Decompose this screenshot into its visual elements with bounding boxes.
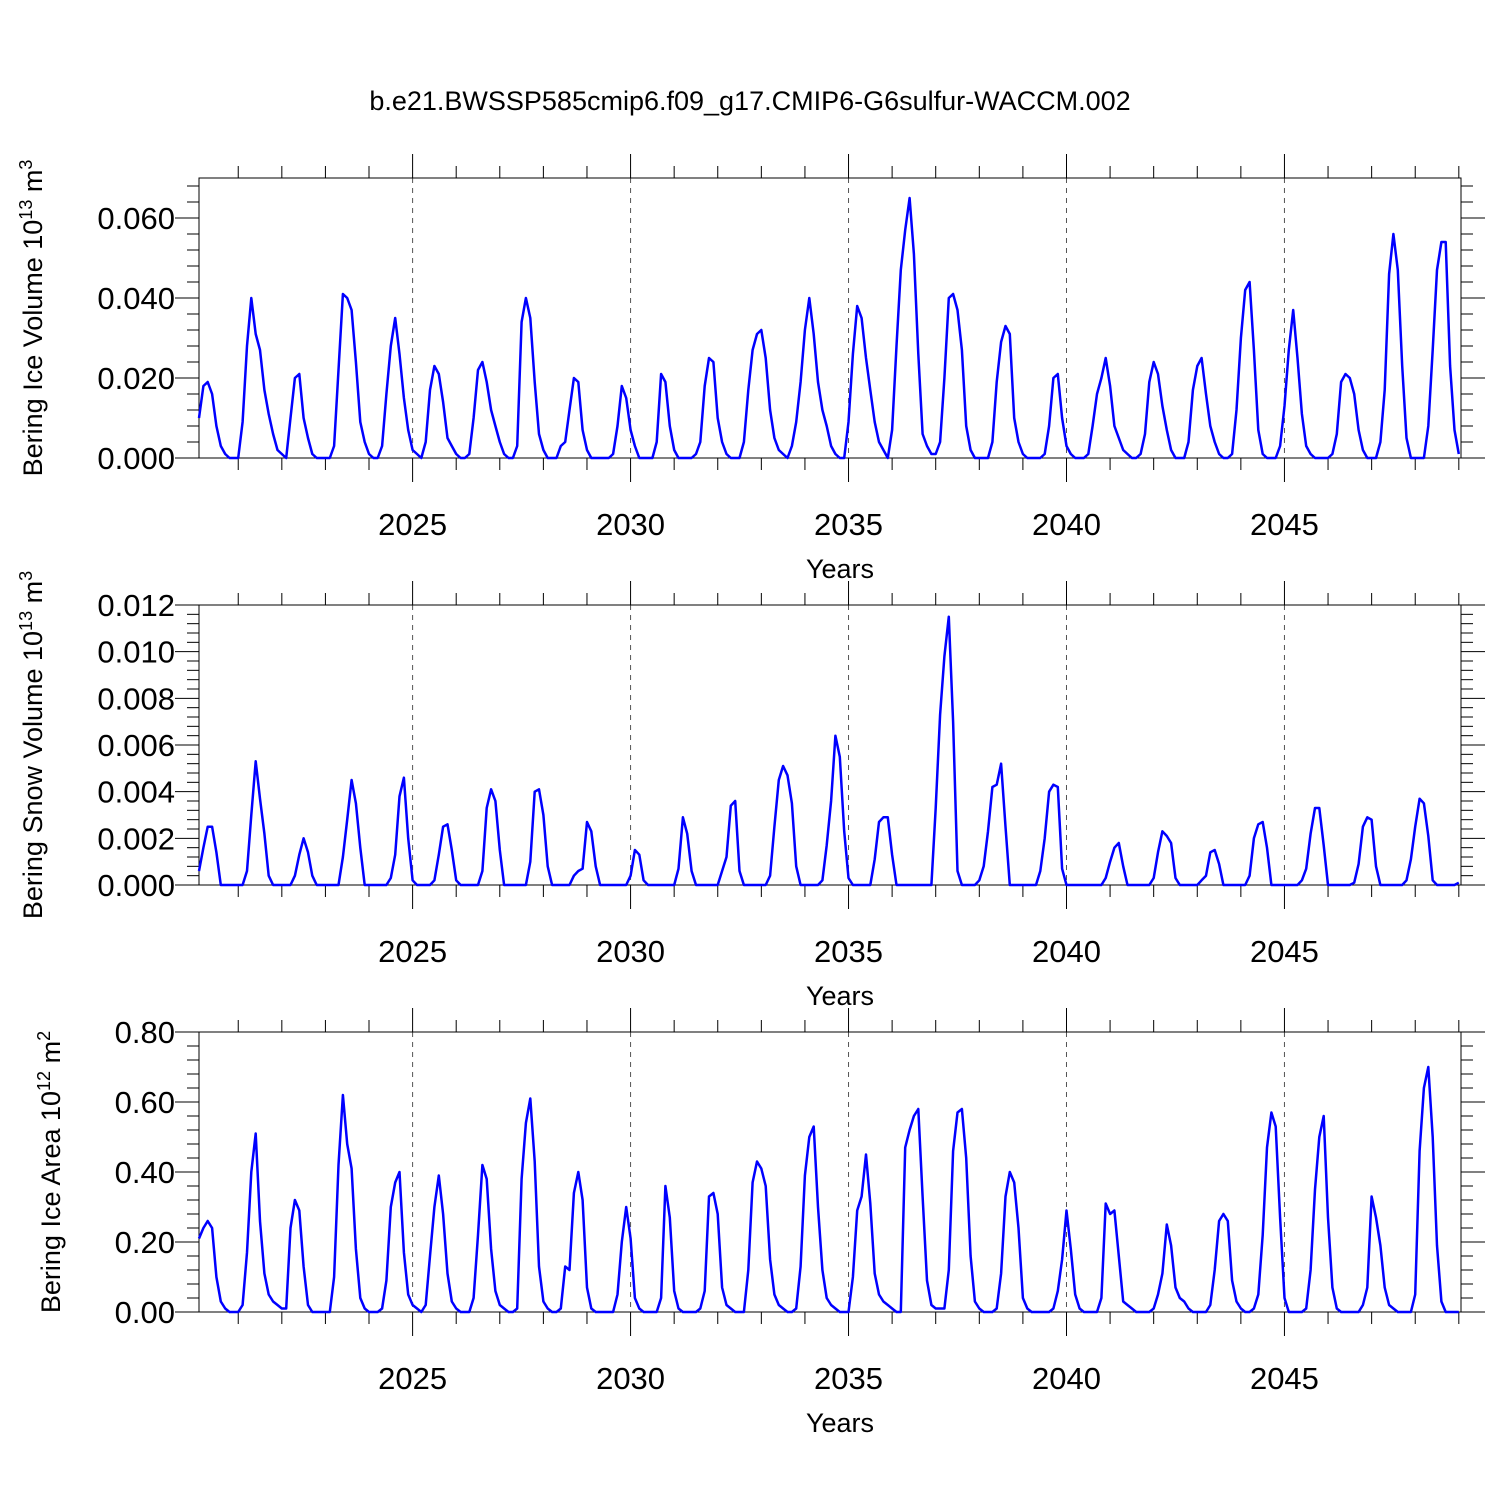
y-axis-label: Bering Ice Volume 1013 m3	[16, 160, 48, 477]
x-tick-label: 2040	[1032, 934, 1101, 969]
y-axis-label-part: m	[36, 1041, 66, 1071]
y-axis-label-exponent: 3	[16, 160, 36, 170]
chart-panel-2: 2025 2030 2035 2040 2045 0.000 0.002 0.004 0.006…	[16, 571, 1485, 1011]
x-tick-label: 2040	[1032, 507, 1101, 542]
y-tick-label: 0.000	[97, 868, 175, 903]
y-tick-label: 0.040	[97, 281, 175, 316]
y-axis-label-exponent: 2	[34, 1031, 54, 1041]
y-axis-label-part: Bering Ice Area 10	[36, 1091, 66, 1313]
x-axis-label: Years	[806, 554, 874, 584]
y-axis-label-exponent: 13	[16, 611, 36, 631]
x-axis-label: Years	[806, 1408, 874, 1438]
x-tick-label: 2025	[378, 507, 447, 542]
y-axis-label: Bering Snow Volume 1013 m3	[16, 571, 48, 919]
plot-frame	[198, 604, 1462, 886]
y-tick-label: 0.60	[115, 1085, 175, 1120]
y-tick-label: 0.40	[115, 1155, 175, 1190]
x-tick-label: 2035	[814, 507, 883, 542]
x-tick-label: 2030	[596, 1361, 665, 1396]
x-tick-label: 2040	[1032, 1361, 1101, 1396]
y-axis-label-part: Bering Ice Volume 10	[18, 220, 48, 477]
series-line	[197, 1065, 1459, 1314]
plot-frame	[198, 177, 1462, 459]
y-tick-label: 0.012	[97, 588, 175, 623]
y-tick-label: 0.002	[97, 821, 175, 856]
y-axis-label-part: m	[18, 581, 48, 611]
x-tick-label: 2035	[814, 1361, 883, 1396]
y-tick-label: 0.006	[97, 728, 175, 763]
series-line	[197, 615, 1460, 887]
y-tick-label: 0.000	[97, 441, 175, 476]
y-axis-label-exponent: 3	[16, 571, 36, 581]
chart-panel-3: 2025 2030 2035 2040 2045 0.00 0.20 0.40 0.60 0.80…	[34, 1008, 1485, 1438]
x-axis-label: Years	[806, 981, 874, 1011]
x-tick-label: 2025	[378, 1361, 447, 1396]
x-tick-label: 2025	[378, 934, 447, 969]
y-axis-label-part: Bering Snow Volume 10	[18, 631, 48, 919]
x-tick-label: 2045	[1250, 507, 1319, 542]
y-tick-label: 0.008	[97, 681, 175, 716]
plot-frame	[198, 1031, 1462, 1313]
y-axis-label: Bering Ice Area 1012 m2	[34, 1031, 66, 1313]
y-tick-label: 0.004	[97, 775, 175, 810]
x-tick-label: 2035	[814, 934, 883, 969]
x-tick-label: 2045	[1250, 934, 1319, 969]
y-tick-label: 0.060	[97, 201, 175, 236]
y-tick-label: 0.020	[97, 361, 175, 396]
x-tick-label: 2030	[596, 934, 665, 969]
y-axis-label-exponent: 13	[16, 200, 36, 220]
series-line	[197, 196, 1461, 460]
x-tick-label: 2030	[596, 507, 665, 542]
y-axis-label-exponent: 12	[34, 1071, 54, 1091]
x-tick-label: 2045	[1250, 1361, 1319, 1396]
page-title: b.e21.BWSSP585cmip6.f09_g17.CMIP6-G6sulf…	[369, 86, 1131, 116]
y-tick-label: 0.00	[115, 1295, 175, 1330]
y-tick-label: 0.010	[97, 635, 175, 670]
y-tick-label: 0.20	[115, 1225, 175, 1260]
y-tick-label: 0.80	[115, 1015, 175, 1050]
y-axis-label-part: m	[18, 170, 48, 200]
chart-panel-1: 2025 2030 2035 2040 2045 0.000 0.020 0.040 0.060…	[16, 154, 1485, 584]
